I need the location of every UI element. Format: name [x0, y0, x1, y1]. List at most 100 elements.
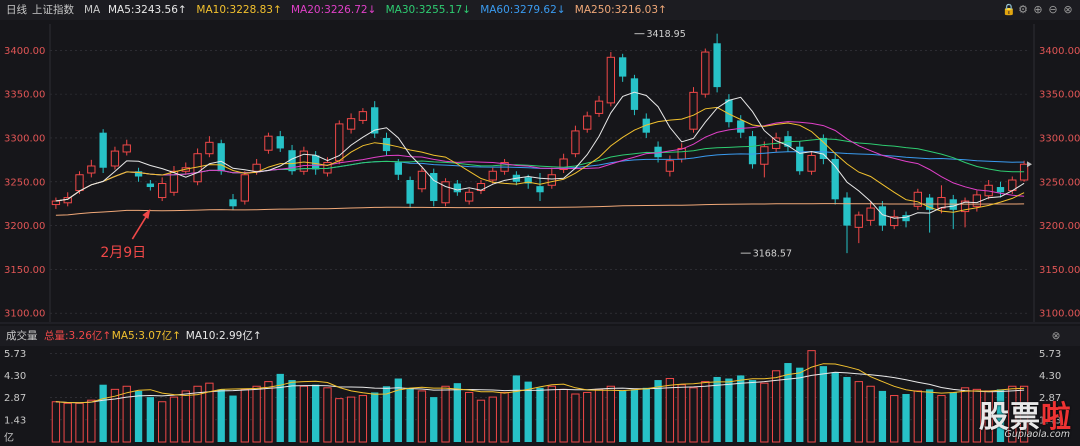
candle-body-up [890, 216, 899, 227]
volume-bar-up [346, 396, 356, 443]
close-icon[interactable]: ⊗ [1063, 3, 1073, 16]
annotation-arrow [131, 212, 150, 240]
candle-body-down [725, 99, 733, 123]
volume-bar-up [606, 385, 616, 443]
candle-body-down [996, 187, 1005, 193]
ma250-line [55, 203, 1025, 216]
candle-body-up [252, 163, 261, 172]
volume-bar-up [417, 390, 427, 443]
volume-bar-up [122, 385, 131, 443]
volume-close-icon[interactable]: ⊗ [1051, 330, 1061, 342]
watermark-url: Gupiaola.com [1004, 429, 1070, 440]
candle-body-down [453, 183, 462, 193]
ma-items-item: MA20:3226.72↓ [291, 4, 377, 16]
volume-bar-down [831, 372, 839, 442]
volume-bar-up [240, 388, 249, 443]
candle-body-up [807, 154, 816, 172]
low-callout-label: 3168.57 [753, 249, 792, 260]
candle-body-up [110, 150, 120, 167]
volume-bar-up [960, 387, 970, 443]
annotation-label: 2月9日 [100, 245, 146, 261]
ma-label[interactable]: MA [84, 4, 101, 16]
high-callout-label: 3418.95 [646, 29, 685, 40]
zoom-in-icon[interactable]: ⊕ [1033, 3, 1043, 16]
volume-bar-up [158, 401, 167, 443]
lock-icon[interactable]: 🔒 [1002, 3, 1016, 16]
volume-bar-down [819, 366, 828, 442]
volume-bar-up [193, 385, 202, 443]
volume-bar-up [701, 381, 710, 443]
volume-bar-up [866, 385, 875, 443]
vol-items-item: MA5:3.07亿↑ [111, 330, 181, 342]
volume-bar-down [996, 389, 1005, 442]
volume-bar-up [110, 388, 120, 443]
candle-body-up [299, 150, 309, 172]
candle-body-down [902, 215, 910, 222]
volume-bar-down [134, 390, 143, 442]
volume-bar-up [559, 388, 568, 443]
volume-bar-down [146, 397, 155, 442]
volume-bar-up [890, 395, 899, 443]
volume-bar-down [618, 390, 627, 442]
ma20-line [55, 121, 1025, 202]
volume-bar-down [430, 397, 438, 442]
volume-tick-right: 2.87 [1039, 393, 1061, 404]
volume-bar-up [972, 388, 982, 443]
candle-body-down [276, 136, 284, 149]
volume-legend-bar: 成交量 总量:3.26亿↑ MA5:3.07亿↑ MA10:2.99亿↑ ⊗ [0, 326, 1080, 346]
volume-tick-right: 4.30 [1039, 371, 1061, 382]
candle-body-down [430, 173, 438, 202]
candle-body-down [134, 171, 143, 177]
candle-body-up [205, 141, 214, 155]
candle-body-down [524, 177, 532, 184]
candle-body-down [288, 150, 296, 172]
volume-tick-right: 5.73 [1039, 349, 1061, 360]
volume-bar-down [536, 387, 544, 442]
candle-body-up [701, 51, 710, 95]
candle-body-up [937, 197, 946, 209]
price-tick-right: 3100.00 [1039, 309, 1080, 320]
volume-bar-down [878, 390, 887, 442]
zoom-out-icon[interactable]: ⊖ [1048, 3, 1058, 16]
volume-bar-up [205, 382, 214, 443]
candle-body-down [831, 158, 839, 200]
volume-bar-down [642, 387, 650, 442]
volume-bar-down [902, 394, 910, 442]
volume-bar-up [75, 402, 84, 443]
price-tick-right: 3300.00 [1039, 133, 1080, 144]
volume-bar-up [441, 385, 450, 443]
volume-bar-up [771, 370, 781, 443]
candle-body-down [642, 118, 650, 133]
candle-body-down [371, 107, 379, 134]
volume-bar-up [476, 399, 486, 443]
volume-bar-up [500, 391, 509, 443]
volume-bar-up [169, 396, 179, 443]
candle-body-down [737, 120, 745, 133]
volume-bar-up [181, 390, 190, 443]
settings-icon[interactable]: ⚙ [1018, 3, 1028, 16]
volume-bar-up [252, 385, 261, 443]
volume-bar-down [99, 384, 107, 442]
volume-bar-up [63, 402, 72, 443]
ma5-line [55, 91, 1025, 219]
volume-bar-down [406, 387, 414, 442]
volume-bar-up [571, 393, 580, 443]
candle-body-up [547, 174, 556, 186]
volume-bar-up [665, 378, 675, 443]
candle-body-up [358, 111, 368, 121]
watermark-text: 股票啦 [979, 400, 1072, 435]
volume-bar-up [335, 398, 344, 443]
volume-bar-up [358, 395, 368, 443]
candle-body-up [960, 200, 970, 213]
candle-body-up [583, 115, 592, 130]
candle-body-up [854, 214, 863, 228]
volume-bar-down [453, 383, 462, 442]
volume-bar-down [784, 363, 792, 442]
candle-body-down [819, 137, 828, 159]
candle-body-up [441, 181, 450, 204]
volume-bar-down [512, 375, 521, 442]
annotation-arrowhead [142, 209, 151, 220]
volume-bar-up [854, 381, 863, 443]
period-label[interactable]: 日线 [6, 4, 27, 16]
